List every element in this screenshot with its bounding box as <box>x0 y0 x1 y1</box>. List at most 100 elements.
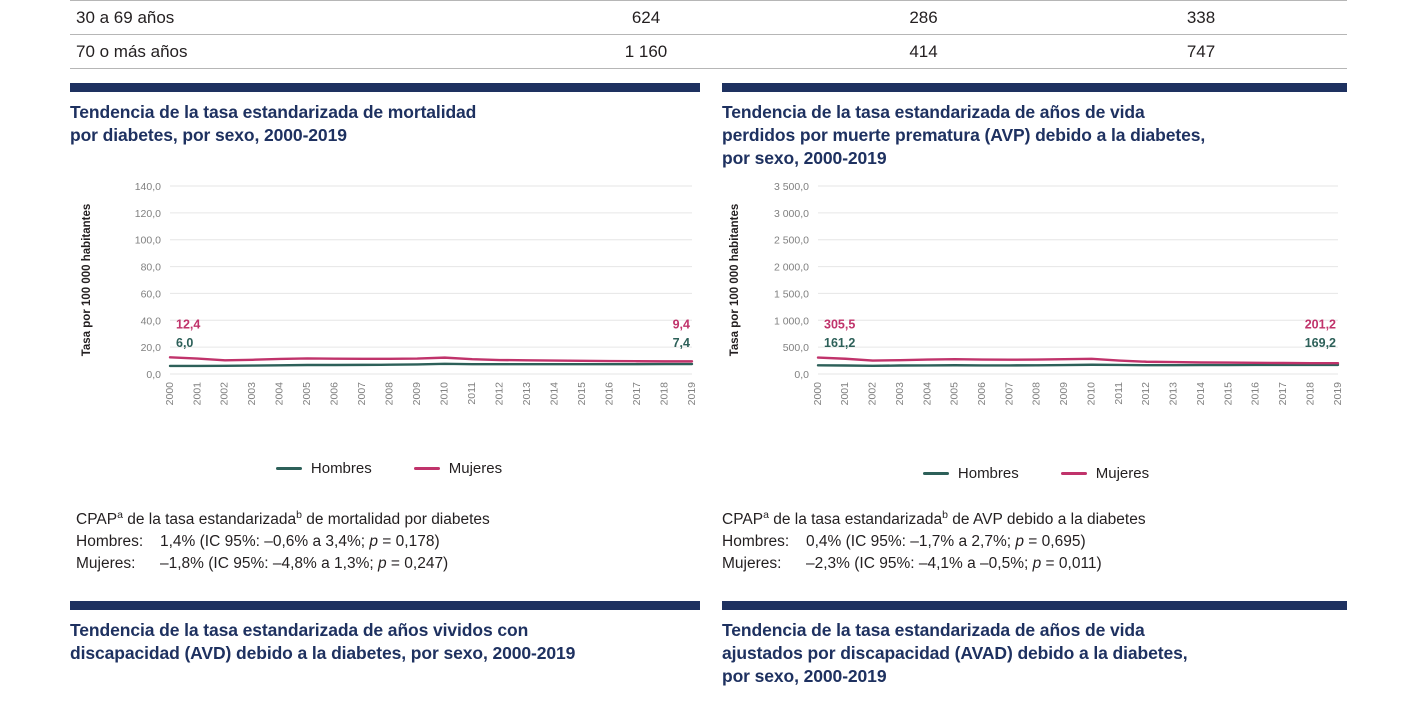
footnote-row-hombres: Hombres: 1,4% (IC 95%: –0,6% a 3,4%; p =… <box>76 533 440 551</box>
svg-text:20,0: 20,0 <box>141 342 162 354</box>
chart-start-label-hombres: 6,0 <box>176 336 193 350</box>
svg-text:2019: 2019 <box>686 382 698 406</box>
svg-text:2013: 2013 <box>521 382 533 406</box>
svg-text:2003: 2003 <box>894 382 906 406</box>
legend-label-mujeres: Mujeres <box>448 460 503 477</box>
legend-avp: Hombres Mujeres <box>726 465 1346 482</box>
chart-xticklabels: 2000 2001 2002 2003 2004 2005 2006 2007 2008 2009… <box>164 382 698 406</box>
svg-text:2010: 2010 <box>1085 382 1097 406</box>
footnote-heading: CPAPa de la tasa estandarizadab de AVP d… <box>722 509 1146 529</box>
svg-text:2008: 2008 <box>1031 382 1043 406</box>
table-cell-hombres: 414 <box>909 41 938 61</box>
svg-text:2006: 2006 <box>329 382 341 406</box>
svg-text:500,0: 500,0 <box>783 342 809 354</box>
svg-text:2016: 2016 <box>1250 382 1262 406</box>
svg-text:2012: 2012 <box>1140 382 1152 406</box>
legend-label-mujeres: Mujeres <box>1095 465 1150 482</box>
panel-accent-bar <box>722 83 1347 92</box>
panel-avp: Tendencia de la tasa estandarizada de añ… <box>722 83 1347 170</box>
svg-text:2012: 2012 <box>493 382 505 406</box>
legend-label-hombres: Hombres <box>310 460 372 477</box>
footnote-heading: CPAPa de la tasa estandarizadab de morta… <box>76 509 490 529</box>
svg-text:60,0: 60,0 <box>141 288 162 300</box>
svg-text:1 000,0: 1 000,0 <box>774 315 809 327</box>
table-row: 70 o más años 1 160 414 747 <box>70 35 1347 68</box>
footnote-row-mujeres: Mujeres: –1,8% (IC 95%: –4,8% a 1,3%; p … <box>76 555 449 573</box>
svg-text:2011: 2011 <box>466 382 478 405</box>
footnote-avp: CPAPa de la tasa estandarizadab de AVP d… <box>722 508 1146 575</box>
svg-text:2008: 2008 <box>384 382 396 406</box>
svg-text:2 000,0: 2 000,0 <box>774 262 809 274</box>
panel-accent-bar <box>722 601 1347 610</box>
svg-text:3 000,0: 3 000,0 <box>774 208 809 220</box>
svg-text:0,0: 0,0 <box>146 369 161 381</box>
legend-mortalidad: Hombres Mujeres <box>78 460 700 477</box>
svg-text:2013: 2013 <box>1168 382 1180 406</box>
footnote-row-mujeres: Mujeres: –2,3% (IC 95%: –4,1% a –0,5%; p… <box>722 555 1102 573</box>
table-cell-total: 624 <box>631 7 661 27</box>
svg-text:2018: 2018 <box>658 382 670 406</box>
chart-gridlines: 0,0 500,0 1 000,0 1 500,0 2 000,0 2 500,0 3 00… <box>774 181 1338 381</box>
svg-text:0,0: 0,0 <box>794 369 809 381</box>
legend-label-hombres: Hombres <box>957 465 1019 482</box>
svg-text:2001: 2001 <box>839 382 851 406</box>
chart-mortalidad-svg: 0,0 20,0 40,0 60,0 80,0 100,0 120,0 140,0 Tasa p… <box>81 181 698 406</box>
svg-text:2010: 2010 <box>439 382 451 406</box>
footnote-row-hombres: Hombres: 0,4% (IC 95%: –1,7% a 2,7%; p =… <box>722 533 1086 551</box>
table-rule-bottom <box>70 68 1347 69</box>
chart-start-label-hombres: 161,2 <box>824 336 855 350</box>
chart-line-hombres <box>168 362 694 368</box>
legend-line-icon-hombres <box>922 472 949 475</box>
chart-ylabel: Tasa por 100 000 habitantes <box>729 204 741 357</box>
data-table-fragment: 30 a 69 años 624 286 338 70 o más años 1… <box>70 0 1347 69</box>
panel-accent-bar <box>70 83 700 92</box>
svg-text:2002: 2002 <box>219 382 231 406</box>
table-rule-top <box>70 0 1347 1</box>
svg-text:2000: 2000 <box>812 382 824 406</box>
footnote-mortalidad: CPAPa de la tasa estandarizadab de morta… <box>76 508 490 575</box>
svg-text:2014: 2014 <box>548 382 560 406</box>
panel-title-avad: Tendencia de la tasa estandarizada de añ… <box>722 620 1188 687</box>
chart-end-label-mujeres: 201,2 <box>1305 317 1336 331</box>
panel-title-avp: Tendencia de la tasa estandarizada de añ… <box>722 102 1206 169</box>
svg-text:2006: 2006 <box>976 382 988 406</box>
chart-end-label-mujeres: 9,4 <box>673 317 690 331</box>
svg-text:2004: 2004 <box>921 382 933 406</box>
chart-avp: 0,0 500,0 1 000,0 1 500,0 2 000,0 2 500,0 3 00… <box>726 176 1346 446</box>
svg-text:2014: 2014 <box>1195 382 1207 406</box>
svg-text:2015: 2015 <box>576 382 588 406</box>
table-cell-label: 30 a 69 años <box>76 7 175 27</box>
svg-text:2003: 2003 <box>246 382 258 406</box>
svg-text:2009: 2009 <box>411 382 423 406</box>
chart-line-mujeres <box>168 356 694 363</box>
chart-start-label-mujeres: 305,5 <box>824 317 855 331</box>
panel-avad: Tendencia de la tasa estandarizada de añ… <box>722 601 1347 688</box>
svg-text:2005: 2005 <box>949 382 961 406</box>
legend-item-mujeres: Mujeres <box>413 460 503 477</box>
svg-text:2001: 2001 <box>191 382 203 406</box>
panel-mortalidad: Tendencia de la tasa estandarizada de mo… <box>70 83 700 147</box>
legend-line-icon-hombres <box>275 467 302 470</box>
chart-xticklabels: 2000 2001 2002 2003 2004 2005 2006 2007 2008 2009… <box>812 382 1344 406</box>
svg-text:2011: 2011 <box>1113 382 1125 405</box>
table-cell-mujeres: 338 <box>1186 7 1216 27</box>
svg-text:2017: 2017 <box>1277 382 1289 406</box>
panel-title-mortalidad: Tendencia de la tasa estandarizada de mo… <box>70 102 477 146</box>
table-cell-hombres: 286 <box>909 7 938 27</box>
svg-text:2019: 2019 <box>1332 382 1344 406</box>
svg-text:140,0: 140,0 <box>135 181 161 193</box>
panel-avd: Tendencia de la tasa estandarizada de añ… <box>70 601 700 665</box>
chart-gridlines: 0,0 20,0 40,0 60,0 80,0 100,0 120,0 140,0 <box>135 181 692 381</box>
svg-text:2009: 2009 <box>1058 382 1070 406</box>
svg-text:2007: 2007 <box>1003 382 1015 406</box>
chart-start-label-mujeres: 12,4 <box>176 317 200 331</box>
chart-ylabel: Tasa por 100 000 habitantes <box>81 204 93 357</box>
panel-accent-bar <box>70 601 700 610</box>
chart-line-mujeres <box>816 356 1340 365</box>
legend-line-icon-mujeres <box>1060 472 1087 475</box>
svg-text:100,0: 100,0 <box>135 235 161 247</box>
svg-text:120,0: 120,0 <box>135 208 161 220</box>
legend-item-hombres: Hombres <box>275 460 372 477</box>
svg-text:2004: 2004 <box>274 382 286 406</box>
chart-end-label-hombres: 7,4 <box>673 336 690 350</box>
